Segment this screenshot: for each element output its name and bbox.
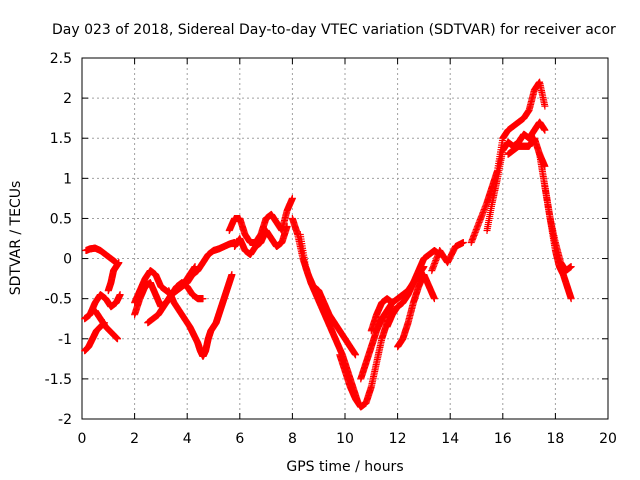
data-point (228, 271, 236, 279)
y-tick-label: 1 (63, 171, 72, 187)
x-tick-label: 14 (441, 431, 459, 447)
data-point (115, 259, 123, 267)
chart-title: Day 023 of 2018, Sidereal Day-to-day VTE… (52, 22, 616, 38)
x-tick-label: 2 (130, 431, 139, 447)
x-tick-label: 8 (288, 431, 297, 447)
data-point (191, 263, 199, 271)
y-tick-labels: -2 -1.5 -1 -0.5 0 0.5 1 1.5 2 2.5 (45, 51, 72, 428)
y-tick-label: 1.5 (50, 131, 72, 147)
x-tick-label: 6 (235, 431, 244, 447)
data-point (352, 351, 360, 359)
y-tick-label: -2 (58, 412, 72, 428)
x-tick-label: 18 (546, 431, 564, 447)
y-tick-label: -0.5 (45, 292, 72, 308)
y-tick-label: 2 (63, 91, 72, 107)
y-tick-label: -1.5 (45, 372, 72, 388)
y-axis-label: SDTVAR / TECUs (8, 181, 24, 296)
data-point (388, 299, 396, 307)
x-tick-label: 0 (78, 431, 87, 447)
x-tick-labels: 0 2 4 6 8 10 12 14 16 18 20 (78, 431, 617, 447)
axis-ticks (81, 57, 609, 420)
data-point (541, 102, 549, 110)
data-point (288, 194, 296, 202)
x-tick-label: 12 (389, 431, 407, 447)
data-point (199, 295, 207, 303)
x-tick-label: 20 (599, 431, 617, 447)
data-points (81, 78, 575, 411)
x-tick-label: 10 (336, 431, 354, 447)
y-tick-label: 0 (63, 252, 72, 268)
x-tick-label: 4 (183, 431, 192, 447)
x-tick-label: 16 (494, 431, 512, 447)
y-tick-label: -1 (58, 332, 72, 348)
x-axis-label: GPS time / hours (286, 459, 403, 475)
data-point (283, 222, 291, 230)
data-point (116, 291, 124, 299)
y-tick-label: 0.5 (50, 211, 72, 227)
data-point (114, 335, 122, 343)
y-tick-label: 2.5 (50, 51, 72, 67)
